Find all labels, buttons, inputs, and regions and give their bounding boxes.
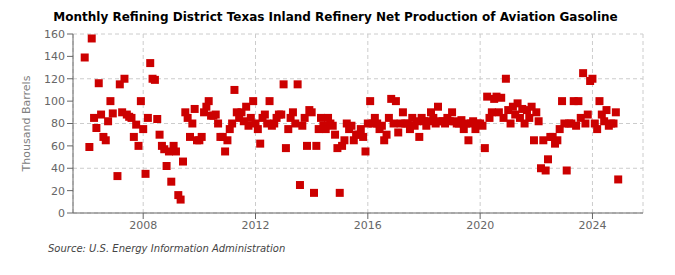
svg-text:20: 20 [51, 185, 65, 198]
svg-text:140: 140 [44, 50, 65, 63]
svg-text:0: 0 [58, 207, 65, 220]
svg-text:2016: 2016 [354, 219, 382, 232]
svg-text:2012: 2012 [242, 219, 270, 232]
svg-text:80: 80 [51, 117, 65, 130]
svg-text:2008: 2008 [129, 219, 157, 232]
svg-text:2020: 2020 [466, 219, 494, 232]
svg-text:60: 60 [51, 140, 65, 153]
svg-text:2024: 2024 [578, 219, 606, 232]
html-text:Source: U.S. Energy Informatio: Source: U.S. Energy Information Administ… [48, 243, 286, 254]
svg-text:Thousand Barrels: Thousand Barrels [20, 75, 33, 172]
svg-text:100: 100 [44, 95, 65, 108]
svg-text:40: 40 [51, 162, 65, 175]
html-text:Monthly Refining District Texa: Monthly Refining District Texas Inland R… [53, 10, 618, 24]
svg-text:120: 120 [44, 73, 65, 86]
svg-text:160: 160 [44, 28, 65, 41]
